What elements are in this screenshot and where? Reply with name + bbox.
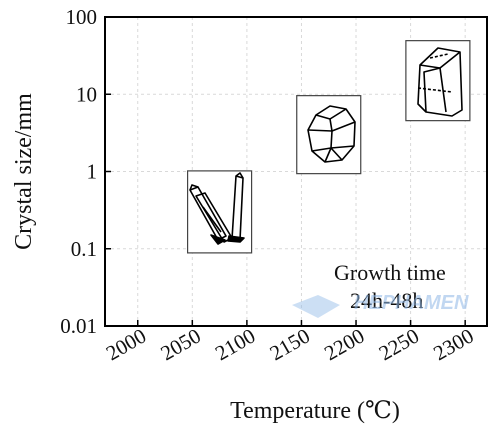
prismatic-crystal-sketch [417,47,463,117]
watermark: HEPHAMEN [292,292,469,318]
x-axis-label: Temperature (℃) [230,398,400,424]
watermark-logo-icon [292,295,340,318]
inset-boxes [187,40,471,254]
x-tick-label: 2100 [211,324,259,366]
y-axis-label: Crystal size/mm [11,93,37,250]
x-tick-label: 2250 [375,324,423,366]
y-tick-label: 1 [87,160,98,184]
y-tick-label: 10 [76,82,97,106]
crystal-inset-box [405,40,471,122]
crystal-inset-box [296,95,362,175]
needle-crystal-sketch [189,172,245,245]
y-tick-label: 0.1 [71,237,97,261]
y-tick-label: 0.01 [60,314,97,338]
polyhedral-crystal-sketch [307,105,356,163]
x-tick-label: 2300 [429,324,477,366]
watermark-text: HEPHAMEN [354,292,469,314]
annotation-growth-time: Growth time [334,260,446,285]
annotation-duration: 24h-48h [350,288,423,313]
x-tick-label: 2150 [266,324,314,366]
x-tick-label: 2000 [102,324,150,366]
x-tick-label: 2050 [156,324,204,366]
x-tick-label: 2200 [320,324,368,366]
y-tick-label: 100 [66,5,98,29]
plot-area-frame [104,16,488,327]
